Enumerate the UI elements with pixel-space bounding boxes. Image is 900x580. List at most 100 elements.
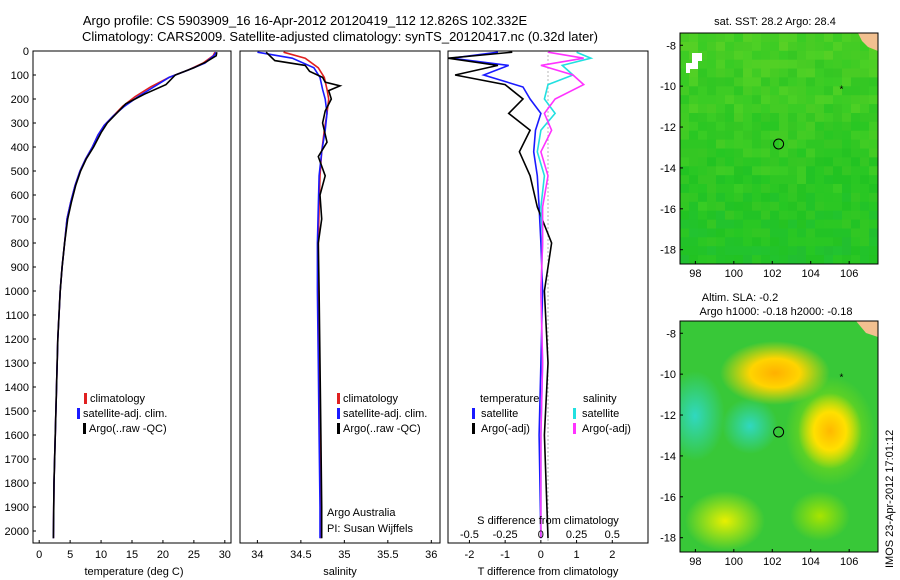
sst-pixel: [869, 219, 878, 229]
sst-pixel: [725, 184, 735, 194]
sst-axes-box: [679, 32, 879, 265]
sst-pixel: [716, 210, 726, 221]
s-diff-label: S difference from climatology: [477, 515, 619, 527]
sst-pixel: [734, 237, 744, 247]
sst-pixel: [815, 237, 825, 247]
sst-pixel: [680, 192, 690, 203]
sst-pixel: [761, 50, 771, 61]
sst-pixel: [779, 41, 789, 52]
t-diff-label: T difference from climatology: [478, 566, 619, 578]
x-tick-label: 36: [425, 549, 437, 561]
sst-pixel: [761, 95, 771, 105]
sst-pixel: [851, 68, 861, 78]
sst-pixel: [815, 77, 825, 87]
sst-pixel: [824, 201, 834, 212]
sst-pixel: [689, 237, 699, 247]
sst-pixel: [743, 77, 753, 87]
legend-entry-climatology: climatology: [90, 393, 146, 405]
sst-pixel: [824, 148, 834, 158]
sst-pixel: [788, 113, 798, 123]
sst-pixel: [752, 246, 762, 256]
sst-pixel: [797, 33, 807, 43]
sst-pixel: [779, 59, 789, 70]
sst-pixel: [698, 121, 708, 132]
sst-pixel: [869, 166, 878, 176]
sst-pixel: [770, 139, 780, 149]
sst-pixel: [815, 86, 825, 96]
sst-pixel: [743, 50, 753, 61]
sst-pixel: [851, 157, 861, 167]
sst-pixel: [869, 201, 878, 212]
sst-pixel: [797, 237, 807, 247]
sst-pixel: [860, 139, 870, 149]
sst-pixel: [869, 113, 878, 123]
legend-entry-sat-s: satellite: [582, 408, 619, 420]
sst-pixel: [734, 148, 744, 158]
sst-pixel: [779, 246, 789, 256]
sst-pixel: [698, 68, 708, 78]
sst-pixel: [788, 86, 798, 96]
sst-pixel: [680, 104, 690, 114]
sst-pixel: [761, 210, 771, 221]
salinity-panel: 34 34.5 35 35.5 36 salinity climatology sate…: [239, 50, 441, 578]
sst-pixel: [788, 228, 798, 238]
sst-pixel: [743, 41, 753, 52]
sst-pixel: [806, 50, 816, 61]
map-y-tick-label: -14: [660, 163, 676, 175]
sst-pixel: [860, 255, 870, 264]
sst-pixel: [743, 104, 753, 114]
sst-pixel: [770, 255, 780, 264]
sst-pixel: [842, 219, 852, 229]
sst-pixel: [698, 255, 708, 264]
sst-pixel: [842, 237, 852, 247]
sst-pixel: [680, 237, 690, 247]
y-tick-label: 100: [11, 70, 29, 82]
sst-pixel: [761, 201, 771, 212]
sst-pixel: [698, 59, 708, 70]
sst-pixel: [869, 59, 878, 70]
sst-pixel: [707, 86, 717, 96]
sst-pixel: [716, 77, 726, 87]
sst-pixel: [743, 33, 753, 43]
y-tick-label: 1600: [5, 430, 29, 442]
island-marker: *: [840, 84, 844, 95]
sst-pixel: [716, 59, 726, 70]
sst-pixel: [824, 104, 834, 114]
sst-pixel: [860, 95, 870, 105]
sst-pixel: [770, 228, 780, 238]
sst-pixel: [806, 192, 816, 203]
map-y-tick-label: -18: [660, 533, 676, 545]
sst-pixel: [689, 113, 699, 123]
sst-pixel: [698, 201, 708, 212]
sst-pixel: [680, 201, 690, 212]
sst-pixel: [734, 228, 744, 238]
sst-pixel: [734, 86, 744, 96]
sst-pixel: [833, 157, 843, 167]
sst-pixel: [869, 157, 878, 167]
sst-pixel: [788, 175, 798, 185]
sst-pixel: [689, 130, 699, 141]
map-y-tick-label: -8: [666, 40, 676, 52]
y-tick-label: 300: [11, 118, 29, 130]
sst-pixel: [761, 192, 771, 203]
map-x-tick-label: 100: [725, 268, 743, 280]
sst-pixel: [752, 175, 762, 185]
sst-pixel: [797, 104, 807, 114]
map-x-tick-label: 104: [802, 268, 820, 280]
y-tick-label: 2000: [5, 526, 29, 538]
sst-pixel: [716, 121, 726, 132]
sst-pixel: [689, 33, 699, 43]
sst-pixel: [860, 41, 870, 52]
sst-pixel: [851, 255, 861, 264]
temperature-axes-box: [32, 50, 232, 544]
sst-pixel: [869, 139, 878, 149]
map-x-tick-label: 98: [689, 556, 701, 568]
sst-pixel: [869, 255, 878, 264]
sst-pixel: [806, 237, 816, 247]
sst-pixel: [797, 228, 807, 238]
sst-pixel: [806, 113, 816, 123]
x-tick-label: 5: [67, 549, 73, 561]
sst-pixel: [716, 237, 726, 247]
y-tick-label: 0: [23, 46, 29, 58]
sst-pixel: [761, 86, 771, 96]
